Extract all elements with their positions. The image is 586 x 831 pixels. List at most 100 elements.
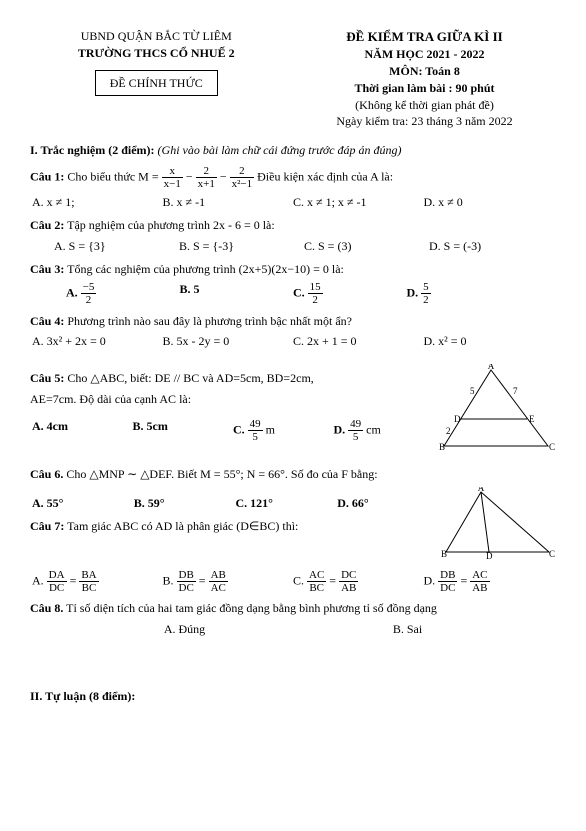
q8-a: A. Đúng: [164, 621, 205, 638]
q1-d: D. x ≠ 0: [424, 194, 555, 211]
q5-text-block: Câu 5: Cho △ABC, biết: DE // BC và AD=5c…: [30, 364, 436, 449]
q5-line1: Cho △ABC, biết: DE // BC và AD=5cm, BD=2…: [67, 371, 313, 385]
q6-b: B. 59°: [134, 495, 236, 512]
q5-line2: AE=7cm. Độ dài của cạnh AC là:: [30, 391, 436, 408]
q2-options: A. S = {3} B. S = {-3} C. S = (3) D. S =…: [30, 238, 556, 255]
q1-text2: Điều kiện xác định của A là:: [257, 169, 393, 183]
school-line: TRƯỜNG THCS CỔ NHUẾ 2: [30, 45, 282, 62]
section-1-title: I. Trắc nghiệm (2 điểm):: [30, 143, 155, 157]
svg-text:D: D: [454, 414, 461, 424]
svg-text:B: B: [439, 442, 445, 452]
q1-frac2: 2x+1: [196, 165, 217, 190]
q4: Câu 4: Phương trình nào sau đây là phươn…: [30, 313, 556, 330]
q6: Câu 6. Cho △MNP ∼ △DEF. Biết M = 55°; N …: [30, 466, 556, 483]
q5-b: B. 5cm: [133, 418, 234, 443]
q7-d: D. DBDC = ACAB: [424, 569, 555, 594]
q5-label: Câu 5:: [30, 371, 64, 385]
q3-b: B. 5: [180, 281, 294, 306]
q1-frac3: 2x²−1: [230, 165, 255, 190]
svg-text:A: A: [478, 487, 485, 493]
q1-a: A. x ≠ 1;: [32, 194, 163, 211]
q3-options: A. −52 B. 5 C. 152 D. 52: [30, 281, 556, 306]
q2-b: B. S = {-3}: [179, 238, 304, 255]
q6-a: A. 55°: [32, 495, 134, 512]
q5-triangle-figure: A B C D E 5 7 2: [436, 364, 556, 452]
q8-b: B. Sai: [393, 621, 422, 638]
header-right: ĐỀ KIỂM TRA GIỮA KÌ II NĂM HỌC 2021 - 20…: [293, 28, 556, 130]
q7-label: Câu 7:: [30, 519, 64, 533]
duration: Thời gian làm bài : 90 phút: [293, 80, 556, 97]
q2: Câu 2: Tập nghiệm của phương trình 2x - …: [30, 217, 556, 234]
q4-c: C. 2x + 1 = 0: [293, 333, 424, 350]
q4-text: Phương trình nào sau đây là phương trình…: [67, 314, 352, 328]
svg-text:D: D: [486, 551, 493, 559]
q2-text: Tập nghiệm của phương trình 2x - 6 = 0 l…: [67, 218, 275, 232]
section-1-note: (Ghi vào bài làm chữ cái đứng trước đáp …: [158, 143, 402, 157]
q7: Câu 7: Tam giác ABC có AD là phân giác (…: [30, 518, 441, 535]
svg-text:E: E: [529, 414, 535, 424]
q4-a: A. 3x² + 2x = 0: [32, 333, 163, 350]
svg-text:B: B: [441, 549, 447, 559]
q3-a: A. −52: [66, 281, 180, 306]
q7-text: Tam giác ABC có AD là phân giác (D∈BC) t…: [67, 519, 298, 533]
q6-text: Cho △MNP ∼ △DEF. Biết M = 55°; N = 66°. …: [66, 467, 377, 481]
q1-frac1: xx−1: [162, 165, 183, 190]
q3-c: C. 152: [293, 281, 407, 306]
q3: Câu 3: Tổng các nghiệm của phương trình …: [30, 261, 556, 278]
q1-text1: Cho biểu thức M =: [67, 169, 161, 183]
svg-text:C: C: [549, 549, 555, 559]
q4-label: Câu 4:: [30, 314, 64, 328]
q6-d: D. 66°: [337, 495, 439, 512]
q2-d: D. S = (-3): [429, 238, 554, 255]
svg-text:C: C: [549, 442, 555, 452]
q4-b: B. 5x - 2y = 0: [163, 333, 294, 350]
q1: Câu 1: Cho biểu thức M = xx−1 − 2x+1 − 2…: [30, 165, 556, 190]
q8-label: Câu 8.: [30, 601, 63, 615]
district-line: UBND QUẬN BẮC TỪ LIÊM: [30, 28, 282, 45]
q5-a: A. 4cm: [32, 418, 133, 443]
exam-title: ĐỀ KIỂM TRA GIỮA KÌ II: [293, 28, 556, 46]
q4-options: A. 3x² + 2x = 0 B. 5x - 2y = 0 C. 2x + 1…: [30, 333, 556, 350]
q1-b: B. x ≠ -1: [163, 194, 294, 211]
subject: MÔN: Toán 8: [293, 63, 556, 80]
section-2: II. Tự luận (8 điểm):: [30, 688, 556, 705]
section-1: I. Trắc nghiệm (2 điểm): (Ghi vào bài là…: [30, 142, 556, 159]
q5-d: D. 495 cm: [334, 418, 435, 443]
q7-options: A. DADC = BABC B. DBDC = ABAC C. ACBC = …: [30, 569, 556, 594]
q3-d: D. 52: [407, 281, 521, 306]
q5-row: Câu 5: Cho △ABC, biết: DE // BC và AD=5c…: [30, 364, 556, 452]
q6-q7-row: A. 55° B. 59° C. 121° D. 66° Câu 7: Tam …: [30, 487, 556, 559]
svg-text:A: A: [488, 364, 495, 371]
q6-q7-text: A. 55° B. 59° C. 121° D. 66° Câu 7: Tam …: [30, 487, 441, 539]
q6-options: A. 55° B. 59° C. 121° D. 66°: [30, 495, 441, 512]
q7-c: C. ACBC = DCAB: [293, 569, 424, 594]
q5: Câu 5: Cho △ABC, biết: DE // BC và AD=5c…: [30, 370, 436, 387]
q6-label: Câu 6.: [30, 467, 63, 481]
q7-b: B. DBDC = ABAC: [163, 569, 294, 594]
q8: Câu 8. Tỉ số diện tích của hai tam giác …: [30, 600, 556, 617]
q7-triangle-figure: A B C D: [441, 487, 556, 559]
header: UBND QUẬN BẮC TỪ LIÊM TRƯỜNG THCS CỔ NHU…: [30, 28, 556, 130]
header-left: UBND QUẬN BẮC TỪ LIÊM TRƯỜNG THCS CỔ NHU…: [30, 28, 282, 130]
q1-options: A. x ≠ 1; B. x ≠ -1 C. x ≠ 1; x ≠ -1 D. …: [30, 194, 556, 211]
q2-a: A. S = {3}: [54, 238, 179, 255]
q5-c: C. 495 m: [233, 418, 334, 443]
duration-note: (Không kể thời gian phát đề): [293, 97, 556, 114]
svg-text:2: 2: [446, 426, 451, 436]
q7-a: A. DADC = BABC: [32, 569, 163, 594]
svg-text:7: 7: [513, 386, 518, 396]
q3-text: Tổng các nghiệm của phương trình (2x+5)(…: [67, 262, 344, 276]
exam-date: Ngày kiểm tra: 23 tháng 3 năm 2022: [293, 113, 556, 130]
q3-label: Câu 3:: [30, 262, 64, 276]
school-year: NĂM HỌC 2021 - 2022: [293, 46, 556, 63]
q1-label: Câu 1:: [30, 169, 64, 183]
q5-options: A. 4cm B. 5cm C. 495 m D. 495 cm: [30, 418, 436, 443]
official-box: ĐỀ CHÍNH THỨC: [95, 70, 218, 97]
q8-options: A. Đúng B. Sai: [30, 621, 556, 638]
q8-text: Tỉ số diện tích của hai tam giác đồng dạ…: [66, 601, 437, 615]
svg-text:5: 5: [470, 386, 475, 396]
q6-c: C. 121°: [236, 495, 338, 512]
q2-c: C. S = (3): [304, 238, 429, 255]
q2-label: Câu 2:: [30, 218, 64, 232]
q4-d: D. x² = 0: [424, 333, 555, 350]
